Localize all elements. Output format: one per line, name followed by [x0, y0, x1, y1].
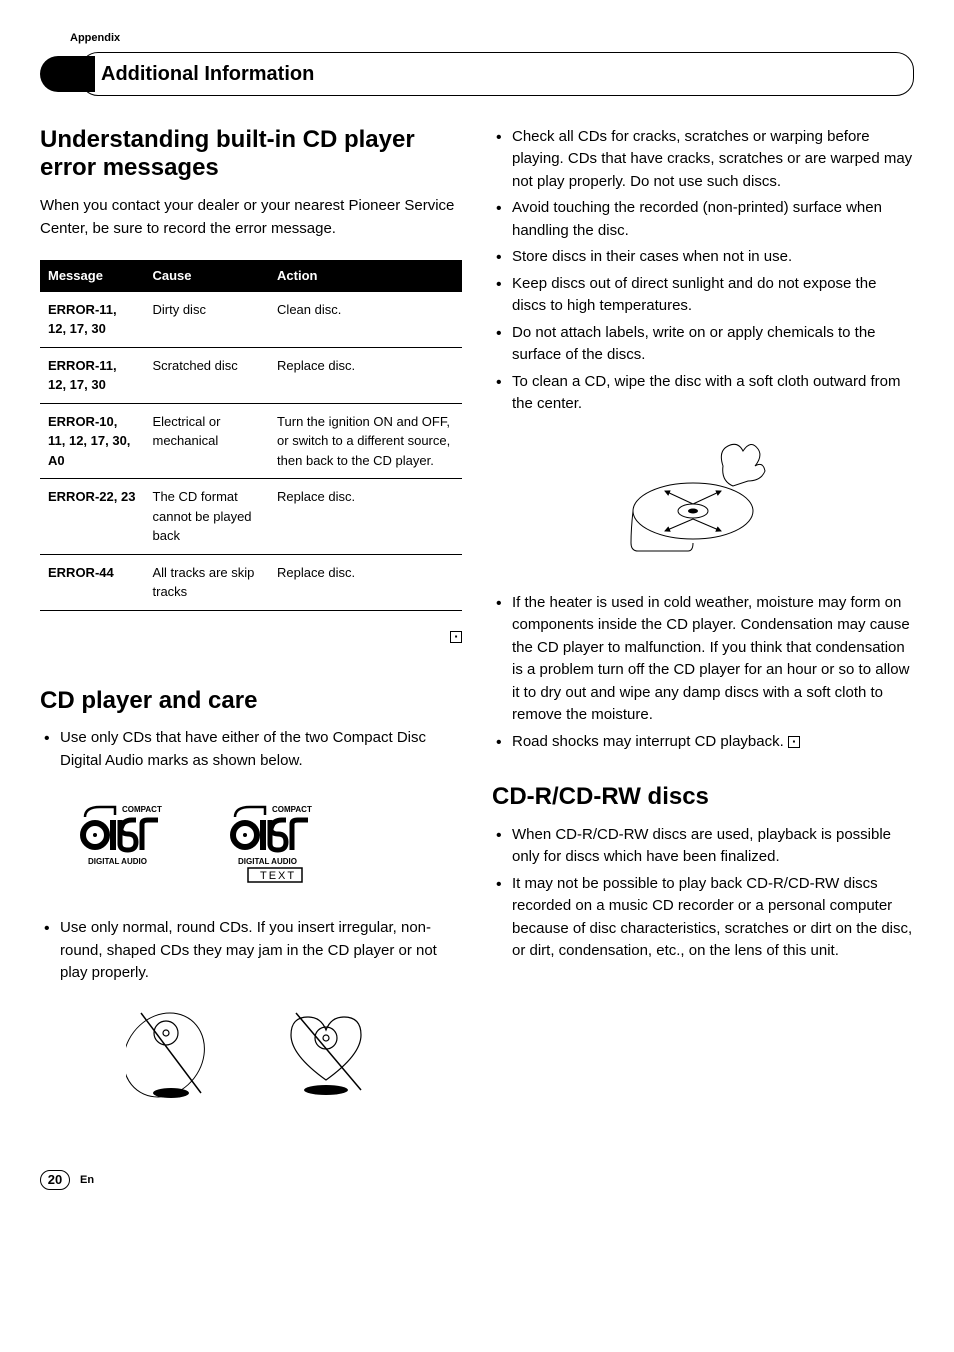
- intro-text: When you contact your dealer or your nea…: [40, 195, 462, 240]
- right-column: Check all CDs for cracks, scratches or w…: [492, 126, 914, 1120]
- table-cell: All tracks are skip tracks: [145, 554, 270, 610]
- end-marker: ▪: [40, 626, 462, 647]
- left-column: Understanding built-in CD player error m…: [40, 126, 462, 1120]
- list-item: Use only normal, round CDs. If you inser…: [40, 917, 462, 985]
- table-header: Message: [40, 260, 145, 292]
- table-cell: Replace disc.: [269, 347, 462, 403]
- svg-text:COMPACT: COMPACT: [272, 805, 312, 814]
- list-item: If the heater is used in cold weather, m…: [492, 592, 914, 727]
- section-title: Additional Information: [101, 63, 314, 85]
- table-cell: Electrical or mechanical: [145, 403, 270, 479]
- list-item: Keep discs out of direct sunlight and do…: [492, 273, 914, 318]
- irregular-disc-heart: [276, 1005, 376, 1100]
- title-bar: Additional Information: [40, 52, 914, 96]
- end-marker-icon: ▪: [788, 736, 800, 748]
- list-item: It may not be possible to play back CD-R…: [492, 873, 914, 963]
- disc-logo-compact: COMPACT DIGITAL AUDIO: [80, 802, 170, 887]
- table-cell: The CD format cannot be played back: [145, 479, 270, 555]
- cd-care-list-1: Use only CDs that have either of the two…: [40, 727, 462, 772]
- main-heading-1: Understanding built-in CD player error m…: [40, 126, 462, 184]
- page-footer: 20 En: [40, 1170, 914, 1190]
- list-item: Road shocks may interrupt CD playback. ▪: [492, 731, 914, 754]
- svg-text:DIGITAL AUDIO: DIGITAL AUDIO: [238, 857, 297, 866]
- table-cell: Scratched disc: [145, 347, 270, 403]
- table-cell: Replace disc.: [269, 479, 462, 555]
- right-bullet-list-1: Check all CDs for cracks, scratches or w…: [492, 126, 914, 416]
- list-item: To clean a CD, wipe the disc with a soft…: [492, 371, 914, 416]
- table-cell: Turn the ignition ON and OFF, or switch …: [269, 403, 462, 479]
- cdrw-bullet-list: When CD-R/CD-RW discs are used, playback…: [492, 824, 914, 963]
- appendix-label: Appendix: [70, 30, 914, 47]
- table-header: Cause: [145, 260, 270, 292]
- irregular-disc-rounded: [126, 1005, 216, 1100]
- table-header: Action: [269, 260, 462, 292]
- list-item: Store discs in their cases when not in u…: [492, 246, 914, 269]
- list-item: Check all CDs for cracks, scratches or w…: [492, 126, 914, 194]
- page-number: 20: [40, 1170, 70, 1190]
- list-item: When CD-R/CD-RW discs are used, playback…: [492, 824, 914, 869]
- error-table: Message Cause Action ERROR-11, 12, 17, 3…: [40, 260, 462, 611]
- list-item: Avoid touching the recorded (non-printed…: [492, 197, 914, 242]
- cd-care-list-2: Use only normal, round CDs. If you inser…: [40, 917, 462, 985]
- disc-logo-text: COMPACT DIGITAL AUDIO TEXT: [230, 802, 320, 887]
- list-item: Use only CDs that have either of the two…: [40, 727, 462, 772]
- list-item: Do not attach labels, write on or apply …: [492, 322, 914, 367]
- table-cell: ERROR-11, 12, 17, 30: [40, 347, 145, 403]
- disc-logos: COMPACT DIGITAL AUDIO COMPACT: [80, 802, 462, 887]
- wipe-diagram: [492, 431, 914, 567]
- table-cell: ERROR-44: [40, 554, 145, 610]
- irregular-discs: [40, 1005, 462, 1100]
- title-bar-content: Additional Information: [80, 52, 914, 96]
- cd-care-heading: CD player and care: [40, 687, 462, 716]
- compact-text: COMPACT: [122, 805, 162, 814]
- table-cell: Replace disc.: [269, 554, 462, 610]
- table-cell: Dirty disc: [145, 292, 270, 348]
- cdrw-heading: CD-R/CD-RW discs: [492, 783, 914, 812]
- svg-text:DIGITAL AUDIO: DIGITAL AUDIO: [88, 857, 147, 866]
- svg-text:TEXT: TEXT: [260, 870, 296, 882]
- table-cell: ERROR-10, 11, 12, 17, 30, A0: [40, 403, 145, 479]
- table-cell: ERROR-22, 23: [40, 479, 145, 555]
- table-cell: ERROR-11, 12, 17, 30: [40, 292, 145, 348]
- table-cell: Clean disc.: [269, 292, 462, 348]
- page-lang: En: [80, 1172, 94, 1189]
- right-bullet-list-2: If the heater is used in cold weather, m…: [492, 592, 914, 754]
